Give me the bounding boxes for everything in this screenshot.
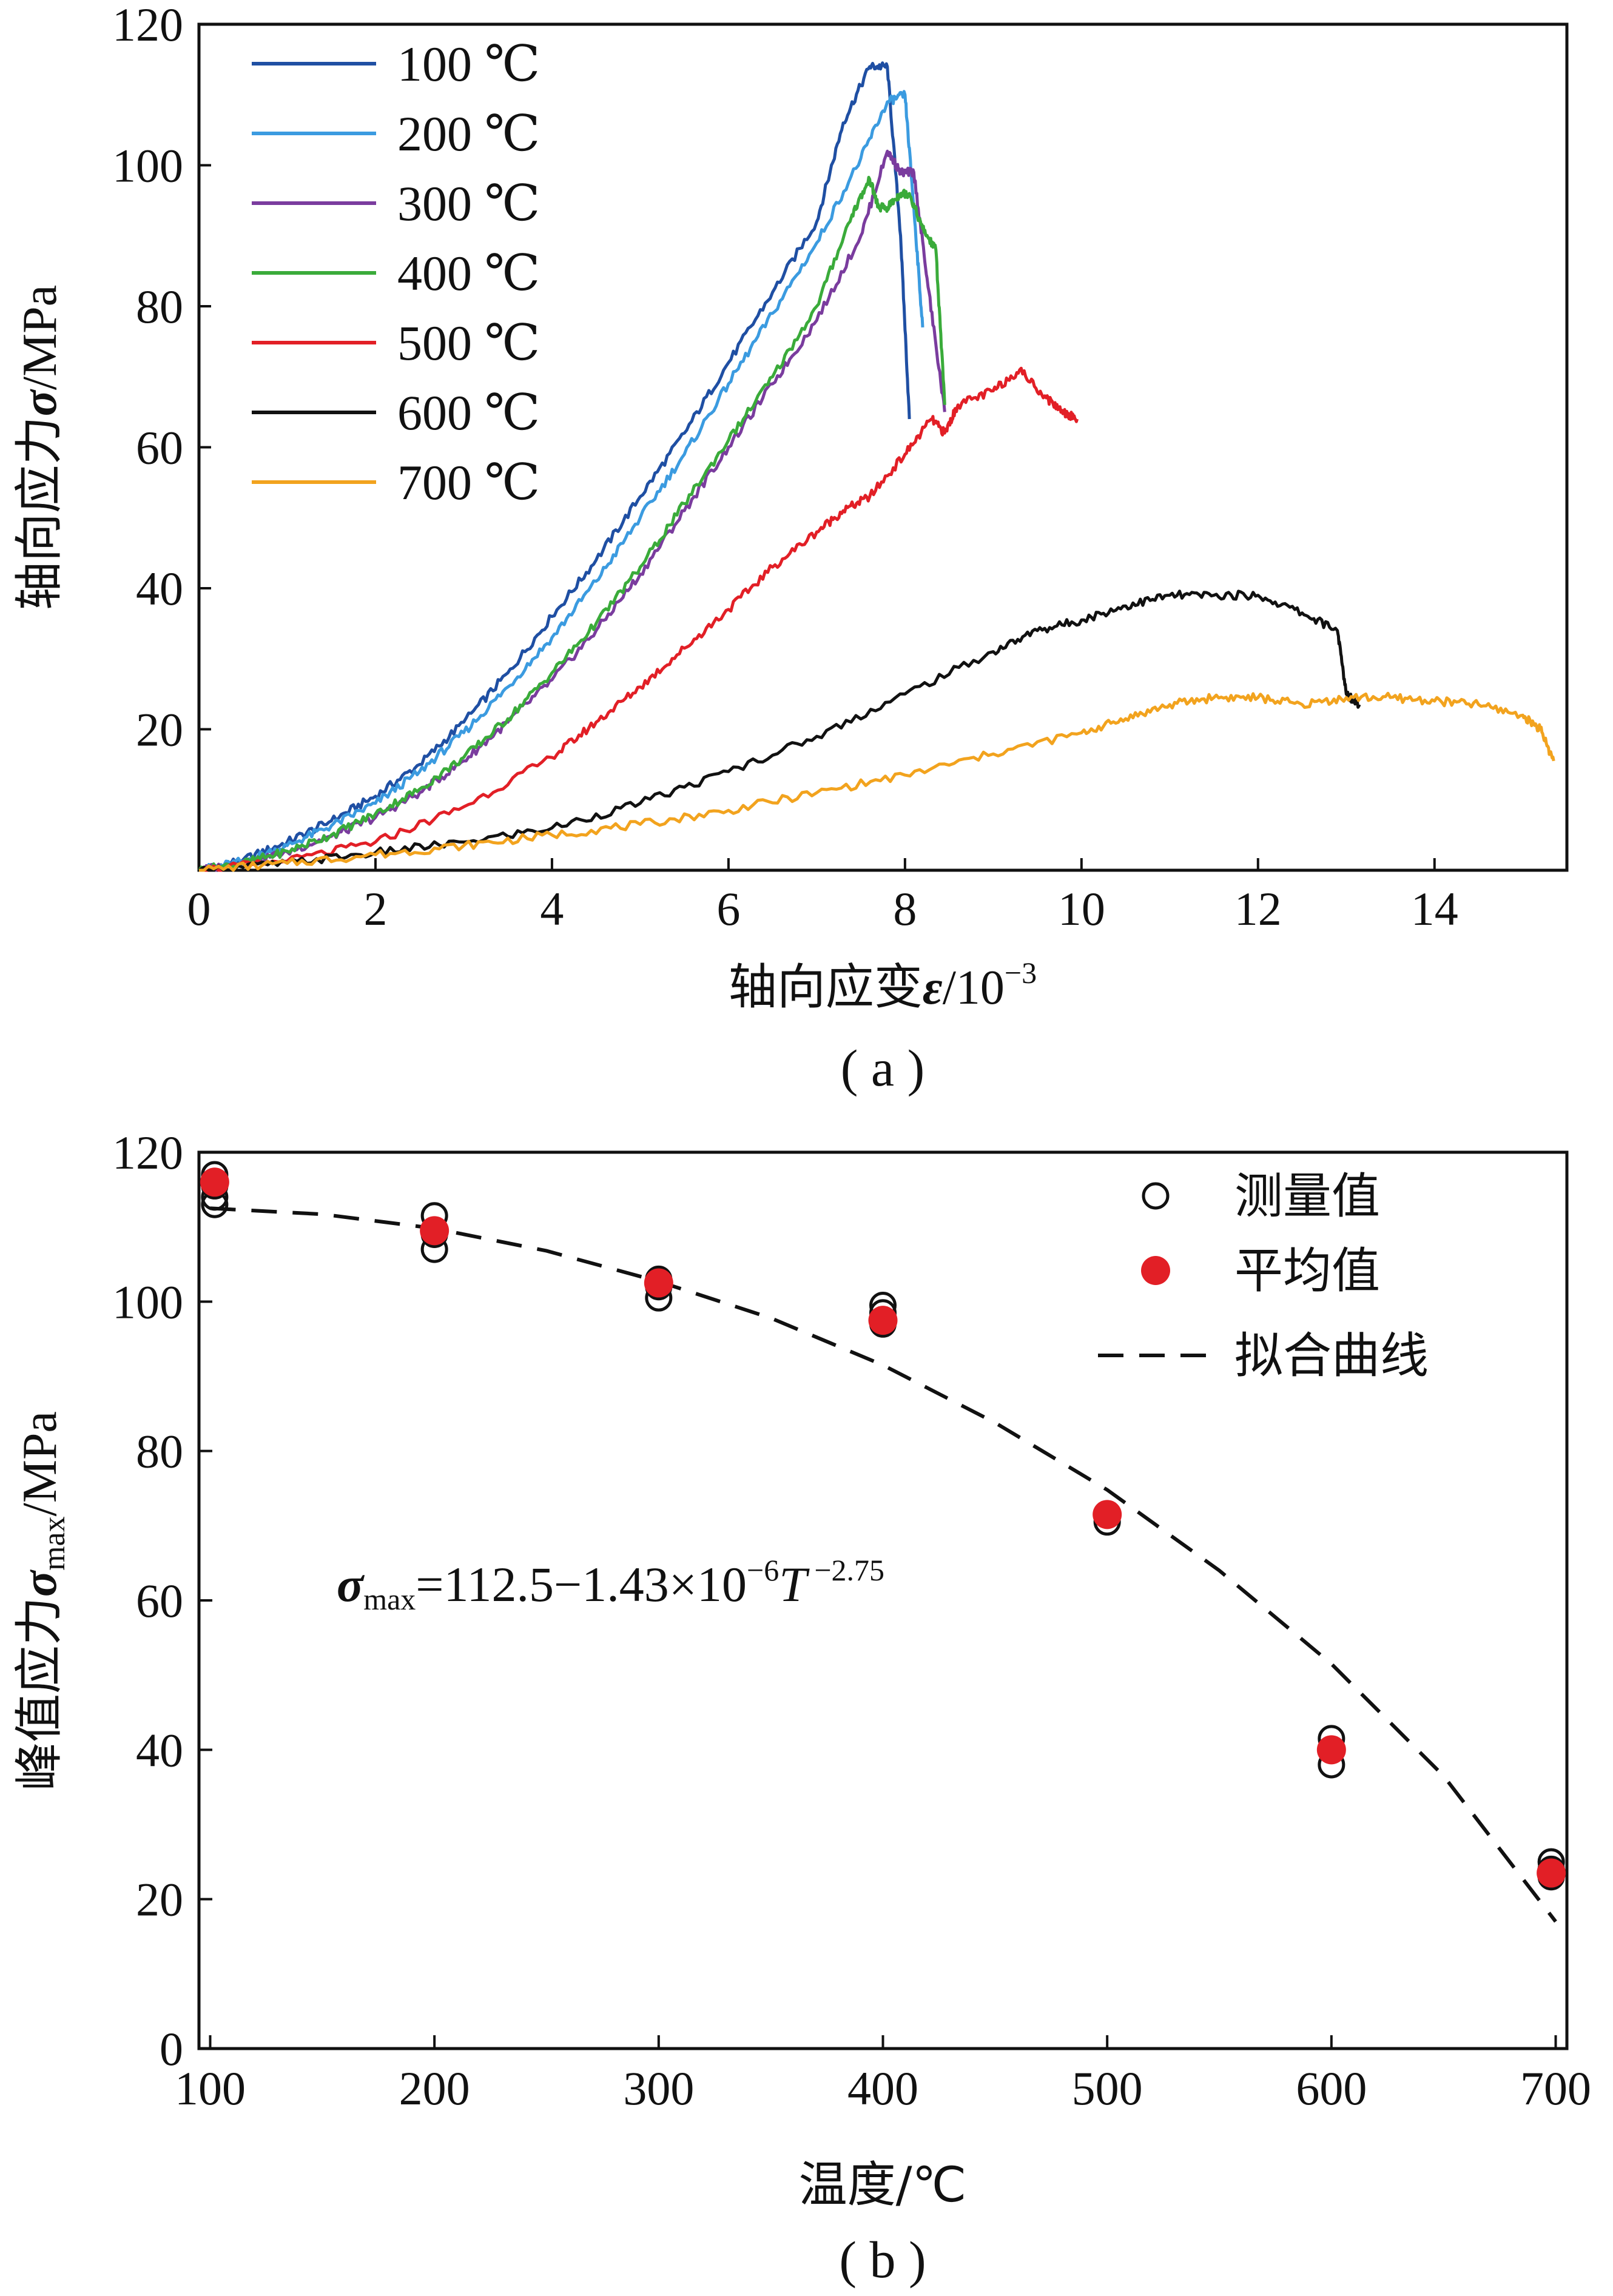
mean-point xyxy=(1537,1858,1566,1888)
x-tick-label-b: 500 xyxy=(1072,2062,1143,2115)
y-tick-label-a: 40 xyxy=(136,562,183,615)
y-tick-label-a: 100 xyxy=(112,139,183,192)
series-line-600c xyxy=(198,589,1361,872)
legend-label-b: 拟合曲线 xyxy=(1234,1328,1429,1384)
x-tick-label-b: 100 xyxy=(175,2062,246,2115)
y-tick-label-b: 100 xyxy=(112,1275,183,1328)
caption-b: ( b ) xyxy=(839,2231,926,2289)
mean-point xyxy=(420,1216,450,1246)
y-tick-label-b: 40 xyxy=(136,1724,183,1776)
axis-ticks-b: 100 200 300 400 500 600 700 0 20 40 60 80 100 120 xyxy=(112,1126,1591,2115)
mean-point xyxy=(1316,1735,1346,1765)
x-tick-label-a: 12 xyxy=(1234,882,1282,935)
y-axis-label-b: 峰值应力σmax/MPa xyxy=(11,1411,72,1791)
x-tick-label-b: 600 xyxy=(1296,2062,1367,2115)
x-axis-label-b: 温度/℃ xyxy=(799,2157,967,2213)
series-line-700c xyxy=(199,691,1555,872)
x-tick-label-b: 200 xyxy=(399,2062,470,2115)
series-lines-a xyxy=(198,61,1555,872)
series-line-400c xyxy=(198,175,946,872)
x-tick-label-b: 700 xyxy=(1520,2062,1591,2115)
axis-ticks-a: 0 2 4 6 8 10 12 14 20 40 60 80 100 120 xyxy=(112,0,1458,935)
x-axis-label-a: 轴向应变ε/10−3 xyxy=(729,956,1037,1015)
x-tick-label-a: 4 xyxy=(540,882,564,935)
series-line-100c xyxy=(198,61,911,871)
caption-a: ( a ) xyxy=(841,1039,924,1097)
legend-label-a: 200 ℃ xyxy=(397,106,540,161)
x-tick-label-b: 400 xyxy=(847,2062,918,2115)
y-tick-label-a: 80 xyxy=(136,280,183,333)
y-axis-label-a: 轴向应力σ/MPa xyxy=(11,285,67,610)
mean-point xyxy=(644,1268,673,1298)
y-tick-label-b: 0 xyxy=(160,2022,183,2075)
legend-label-b: 测量值 xyxy=(1234,1168,1380,1224)
x-tick-label-a: 10 xyxy=(1058,882,1105,935)
y-tick-label-b: 60 xyxy=(136,1574,183,1627)
mean-point xyxy=(1093,1500,1122,1529)
legend-label-b: 平均值 xyxy=(1234,1243,1380,1299)
y-tick-label-b: 80 xyxy=(136,1425,183,1478)
legend-label-a: 700 ℃ xyxy=(397,455,540,510)
y-tick-label-a: 120 xyxy=(112,0,183,51)
legend-label-a: 600 ℃ xyxy=(397,385,540,440)
x-tick-label-a: 8 xyxy=(893,882,917,935)
x-tick-label-b: 300 xyxy=(623,2062,694,2115)
series-line-300c xyxy=(199,149,946,872)
data-points-b xyxy=(200,1161,1566,1891)
equation-label: σmax=112.5−1.43×10−6T −2.75 xyxy=(337,1553,884,1616)
mean-point xyxy=(200,1167,229,1197)
mean-point xyxy=(868,1306,898,1335)
panel-b-peak-stress-chart: 100 200 300 400 500 600 700 0 20 40 60 80 100 120 测量值… xyxy=(11,1126,1591,2289)
legend-label-a: 100 ℃ xyxy=(397,36,540,92)
legend-swatch-measured xyxy=(1142,1182,1170,1210)
x-tick-label-a: 6 xyxy=(716,882,740,935)
x-tick-label-a: 0 xyxy=(187,882,211,935)
legend-label-a: 500 ℃ xyxy=(397,315,540,371)
series-line-500c xyxy=(199,366,1079,872)
y-tick-label-a: 20 xyxy=(136,703,183,756)
x-tick-label-a: 2 xyxy=(363,882,387,935)
y-tick-label-b: 120 xyxy=(112,1126,183,1179)
legend-label-a: 400 ℃ xyxy=(397,246,540,301)
x-tick-label-a: 14 xyxy=(1411,882,1458,935)
legend-a: 100 ℃ 200 ℃ 300 ℃ 400 ℃ 500 ℃ 600 ℃ 700 ℃ xyxy=(252,36,540,510)
y-tick-label-b: 20 xyxy=(136,1873,183,1926)
series-line-200c xyxy=(199,90,924,872)
panel-a-stress-strain-chart: 0 2 4 6 8 10 12 14 20 40 60 80 100 120 100 ℃ 200 ℃ 300 … xyxy=(11,0,1569,1097)
legend-label-a: 300 ℃ xyxy=(397,176,540,231)
legend-swatch-mean xyxy=(1141,1256,1170,1285)
y-tick-label-a: 60 xyxy=(136,421,183,474)
